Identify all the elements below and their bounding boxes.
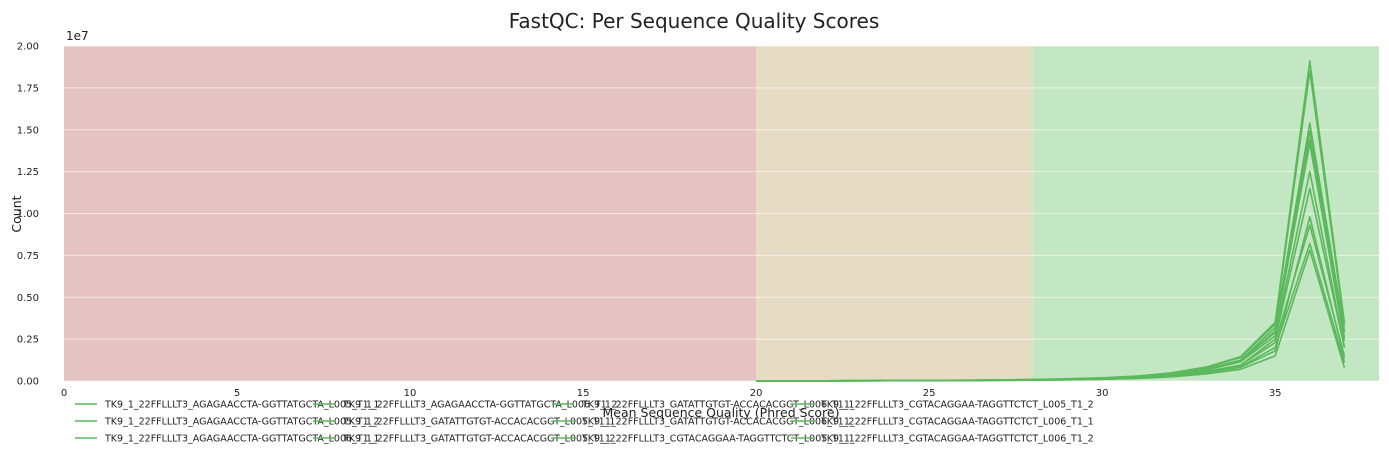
y-tick-label-0: 0.00 <box>17 377 39 388</box>
x-tick-label-3: 15 <box>577 388 590 399</box>
legend-label-2: TK9_1_22FFLLLT3_AGAGAACCTA-GGTTATGCTA_L0… <box>104 434 379 445</box>
legend-label-1: TK9_1_22FFLLLT3_AGAGAACCTA-GGTTATGCTA_L0… <box>104 417 379 428</box>
legend-label-4: TK9_1_22FFLLLT3_GATATTGTGT-ACCACACGGT_L0… <box>342 417 615 428</box>
x-tick-label-5: 25 <box>923 388 936 399</box>
x-tick-label-0: 0 <box>61 388 67 399</box>
x-tick-label-4: 20 <box>750 388 763 399</box>
y-tick-label-1: 0.25 <box>17 335 39 346</box>
y-axis-label: Count <box>9 195 24 232</box>
legend-label-3: TK9_1_22FFLLLT3_AGAGAACCTA-GGTTATGCTA_L0… <box>342 400 617 411</box>
y-multiplier-label: 1e7 <box>66 29 89 43</box>
chart-title: FastQC: Per Sequence Quality Scores <box>509 9 880 33</box>
series-lines <box>756 60 1346 382</box>
series-line-11 <box>756 142 1346 382</box>
x-tick-label-6: 30 <box>1096 388 1109 399</box>
x-tick-label-1: 5 <box>234 388 240 399</box>
legend-label-8: TK9_1_22FFLLLT3_CGTACAGGAA-TAGGTTCTCT_L0… <box>581 434 855 445</box>
y-tick-label-6: 1.50 <box>17 125 39 136</box>
legend-label-9: TK9_1_22FFLLLT3_CGTACAGGAA-TAGGTTCTCT_L0… <box>820 400 1094 411</box>
x-axis-label: Mean Sequence Quality (Phred Score) <box>603 405 840 420</box>
y-tick-label-5: 1.25 <box>17 167 39 178</box>
y-tick-label-2: 0.50 <box>17 293 39 304</box>
grid-lines <box>64 45 1379 382</box>
legend-label-6: TK9_1_22FFLLLT3_GATATTGTGT-ACCACACGGT_L0… <box>581 400 854 411</box>
x-axis-ticks: 0 5 10 15 20 25 30 35 <box>61 388 1282 399</box>
y-tick-label-8: 2.00 <box>17 42 39 53</box>
y-tick-label-4: 1.00 <box>17 209 39 220</box>
legend-label-10: TK9_1_22FFLLLT3_CGTACAGGAA-TAGGTTCTCT_L0… <box>820 417 1094 428</box>
legend-label-7: TK9_1_22FFLLLT3_GATATTGTGT-ACCACACGGT_L0… <box>581 417 854 428</box>
x-tick-label-7: 35 <box>1269 388 1282 399</box>
y-tick-label-7: 1.75 <box>17 83 39 94</box>
y-axis-ticks: 0.00 0.25 0.50 0.75 1.00 1.25 1.50 1.75 2.00 <box>17 42 39 388</box>
legend-label-11: TK9_1_22FFLLLT3_CGTACAGGAA-TAGGTTCTCT_L0… <box>820 434 1094 445</box>
y-tick-label-3: 0.75 <box>17 251 39 262</box>
x-tick-label-2: 10 <box>404 388 417 399</box>
legend-label-5: TK9_1_22FFLLLT3_GATATTGTGT-ACCACACGGT_L0… <box>342 434 615 445</box>
legend: TK9_1_22FFLLLT3_AGAGAACCTA-GGTTATGCTA_L0… <box>75 400 1094 445</box>
legend-label-0: TK9_1_22FFLLLT3_AGAGAACCTA-GGTTATGCTA_L0… <box>104 400 379 411</box>
